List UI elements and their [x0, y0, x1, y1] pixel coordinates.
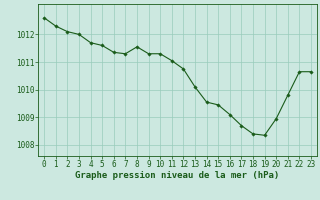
X-axis label: Graphe pression niveau de la mer (hPa): Graphe pression niveau de la mer (hPa) — [76, 171, 280, 180]
